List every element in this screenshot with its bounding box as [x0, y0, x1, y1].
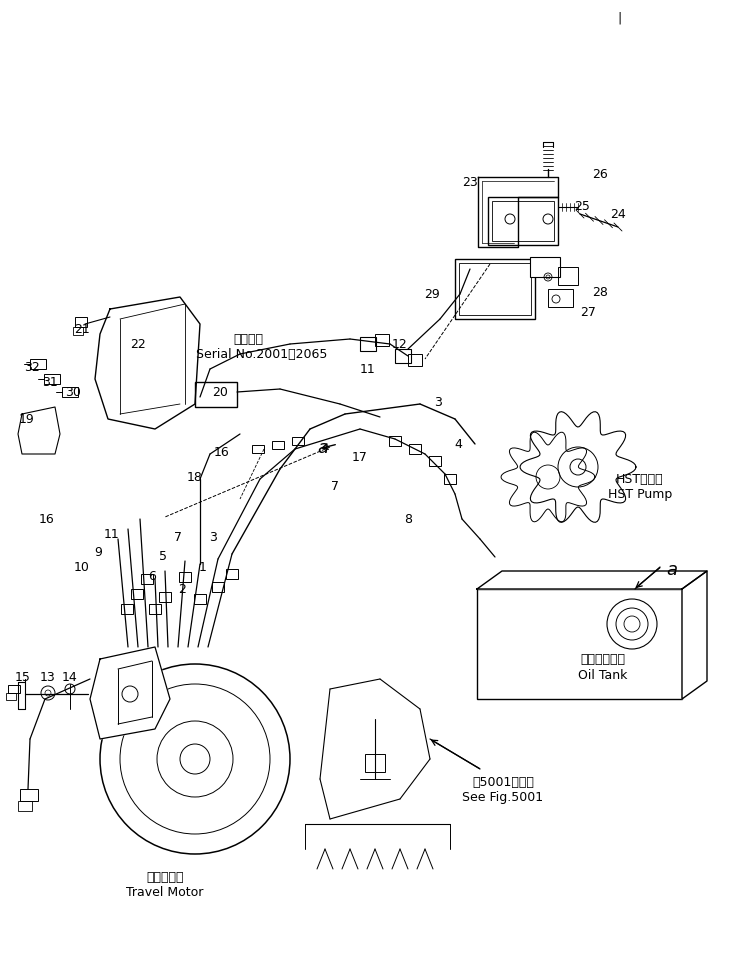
Text: 適用号機: 適用号機 — [233, 333, 263, 346]
Text: a: a — [666, 560, 677, 578]
Text: 21: 21 — [74, 324, 90, 336]
Text: 24: 24 — [610, 208, 626, 221]
Text: 第5001図参照: 第5001図参照 — [472, 776, 534, 789]
Text: 14: 14 — [62, 671, 78, 684]
Text: 6: 6 — [148, 570, 156, 583]
Text: 25: 25 — [574, 201, 590, 213]
Bar — [194, 594, 206, 605]
Text: 30: 30 — [65, 386, 81, 399]
Text: 12: 12 — [392, 338, 408, 351]
Text: a: a — [318, 439, 329, 456]
Text: 4: 4 — [454, 438, 462, 451]
Text: 31: 31 — [42, 376, 58, 390]
Text: 5: 5 — [159, 550, 167, 563]
Bar — [530, 258, 560, 278]
Bar — [44, 375, 60, 385]
Bar — [8, 685, 20, 693]
Text: 26: 26 — [592, 169, 608, 181]
Bar — [389, 437, 401, 447]
Text: 8: 8 — [404, 513, 412, 526]
Bar — [455, 260, 535, 320]
Text: 32: 32 — [24, 361, 40, 374]
Polygon shape — [477, 572, 707, 589]
Text: 15: 15 — [15, 671, 31, 684]
Text: 7: 7 — [174, 531, 182, 544]
Text: |: | — [618, 12, 622, 25]
Polygon shape — [18, 408, 60, 454]
Bar — [492, 202, 554, 241]
Polygon shape — [501, 433, 595, 522]
Bar — [159, 592, 171, 603]
Bar — [488, 198, 558, 246]
Text: Serial No.2001～2065: Serial No.2001～2065 — [196, 348, 328, 361]
Text: 18: 18 — [187, 471, 203, 484]
Bar — [212, 582, 224, 592]
Polygon shape — [478, 178, 558, 248]
Text: 16: 16 — [39, 513, 55, 526]
Text: 9: 9 — [94, 546, 102, 559]
Polygon shape — [90, 647, 170, 739]
Text: 27: 27 — [580, 306, 596, 319]
Polygon shape — [520, 412, 636, 523]
Bar — [179, 573, 191, 582]
Bar — [62, 388, 78, 397]
Text: 16: 16 — [214, 446, 230, 459]
Text: 22: 22 — [130, 338, 146, 351]
Text: 3: 3 — [209, 531, 217, 544]
Bar — [20, 789, 38, 801]
Bar — [252, 446, 264, 453]
Bar — [548, 290, 573, 308]
Text: 13: 13 — [40, 671, 56, 684]
Polygon shape — [682, 572, 707, 700]
Bar — [365, 754, 385, 772]
Text: 28: 28 — [592, 286, 608, 299]
Bar — [73, 328, 83, 335]
Text: 11: 11 — [104, 528, 120, 541]
Bar — [18, 801, 32, 811]
Text: 29: 29 — [424, 288, 440, 301]
Bar — [149, 605, 161, 614]
Text: 走行モータ: 走行モータ — [146, 870, 184, 884]
Bar — [409, 445, 421, 454]
Bar — [131, 589, 143, 600]
Text: See Fig.5001: See Fig.5001 — [462, 791, 544, 803]
Text: 19: 19 — [19, 413, 35, 426]
Text: 17: 17 — [352, 451, 368, 464]
Bar — [477, 589, 682, 700]
Text: 10: 10 — [74, 561, 90, 574]
Text: 11: 11 — [360, 363, 376, 376]
Text: 23: 23 — [462, 176, 478, 189]
Bar — [408, 355, 422, 366]
Bar — [292, 438, 304, 446]
Bar — [121, 605, 133, 614]
Text: 7: 7 — [331, 480, 339, 493]
Text: 20: 20 — [212, 386, 228, 399]
Bar — [75, 318, 87, 328]
Text: Oil Tank: Oil Tank — [579, 669, 628, 682]
Bar — [459, 264, 531, 316]
Text: オイルタンク: オイルタンク — [581, 653, 626, 666]
Bar — [395, 350, 411, 363]
Text: Travel Motor: Travel Motor — [126, 886, 203, 898]
Text: 1: 1 — [199, 561, 207, 574]
Bar — [226, 570, 238, 579]
Polygon shape — [95, 297, 200, 429]
Text: 3: 3 — [434, 396, 442, 409]
Bar — [6, 693, 16, 701]
Bar — [195, 383, 237, 408]
Bar — [558, 267, 578, 286]
Bar — [375, 334, 389, 347]
Bar — [429, 456, 441, 466]
Text: HSTポンプ: HSTポンプ — [616, 473, 664, 486]
Bar — [444, 475, 456, 484]
Bar — [360, 337, 376, 352]
Text: 2: 2 — [178, 583, 186, 596]
Text: HST Pump: HST Pump — [608, 488, 672, 501]
Bar — [30, 359, 46, 369]
Bar — [141, 575, 153, 584]
Bar — [272, 442, 284, 450]
